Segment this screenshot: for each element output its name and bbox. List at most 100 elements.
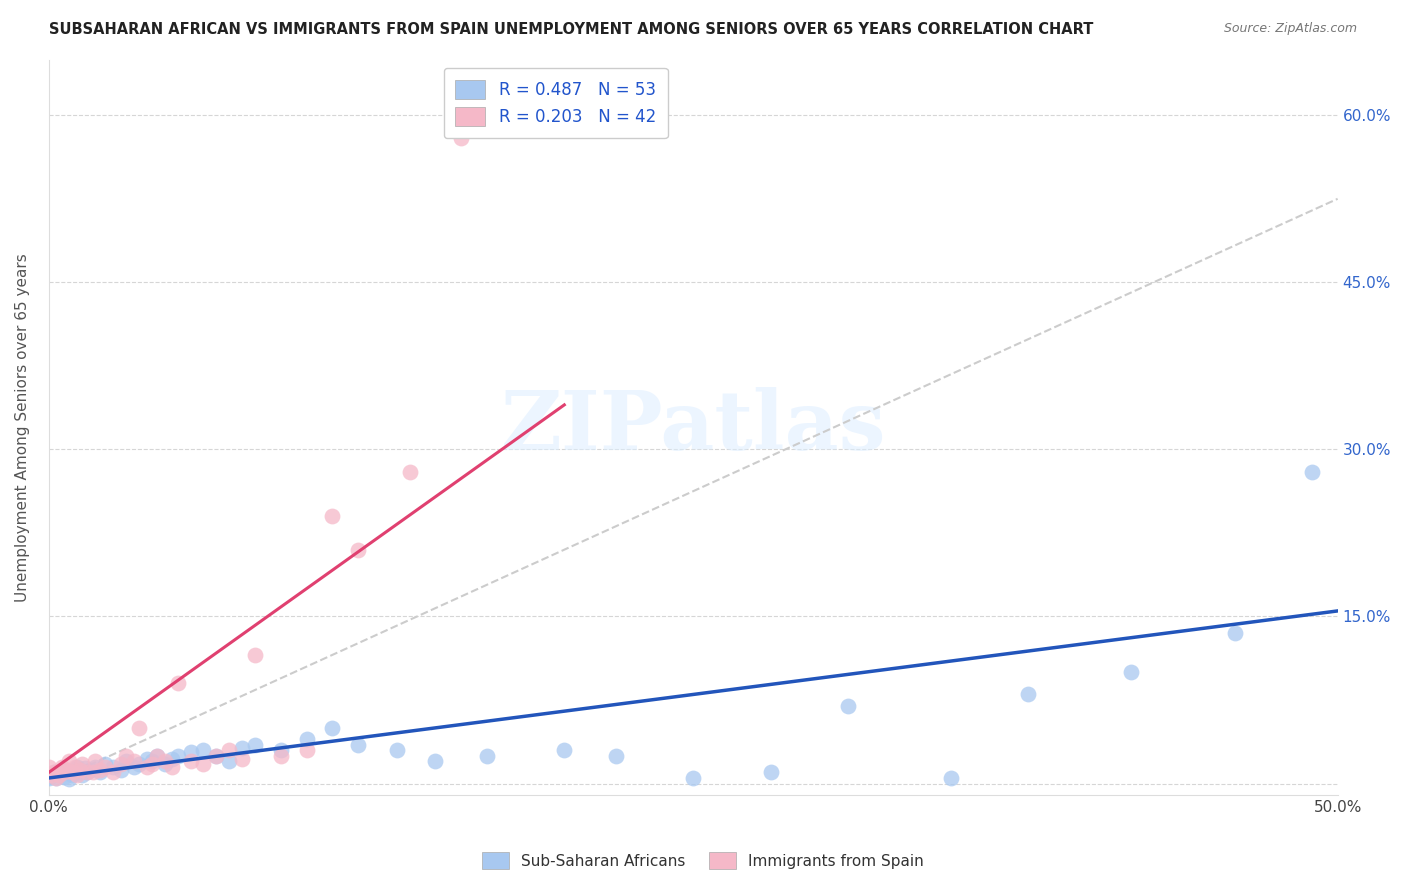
Point	[94, 756, 117, 771]
Point	[89, 765, 111, 780]
Point	[58, 772, 80, 786]
Point	[63, 763, 86, 777]
Point	[162, 760, 184, 774]
Point	[135, 760, 157, 774]
Point	[321, 509, 343, 524]
Point	[153, 754, 176, 768]
Point	[63, 760, 86, 774]
Point	[218, 754, 240, 768]
Point	[166, 748, 188, 763]
Point	[425, 754, 447, 768]
Point	[38, 760, 60, 774]
Point	[231, 752, 253, 766]
Point	[94, 760, 117, 774]
Point	[243, 738, 266, 752]
Point	[66, 760, 89, 774]
Point	[193, 756, 215, 771]
Point	[243, 648, 266, 663]
Point	[60, 767, 83, 781]
Point	[103, 765, 125, 780]
Point	[51, 760, 73, 774]
Point	[553, 743, 575, 757]
Legend: R = 0.487   N = 53, R = 0.203   N = 42: R = 0.487 N = 53, R = 0.203 N = 42	[444, 68, 668, 138]
Point	[837, 698, 859, 713]
Point	[56, 763, 79, 777]
Point	[1301, 465, 1323, 479]
Point	[60, 765, 83, 780]
Point	[79, 763, 101, 777]
Point	[45, 771, 67, 785]
Point	[110, 763, 132, 777]
Point	[146, 748, 169, 763]
Text: Source: ZipAtlas.com: Source: ZipAtlas.com	[1223, 22, 1357, 36]
Point	[45, 771, 67, 785]
Point	[53, 770, 76, 784]
Point	[73, 761, 96, 775]
Point	[76, 765, 98, 780]
Point	[58, 754, 80, 768]
Point	[1017, 688, 1039, 702]
Point	[1223, 626, 1246, 640]
Point	[270, 748, 292, 763]
Point	[605, 748, 627, 763]
Point	[53, 765, 76, 780]
Point	[398, 465, 420, 479]
Point	[270, 743, 292, 757]
Point	[122, 754, 145, 768]
Point	[162, 752, 184, 766]
Point	[347, 542, 370, 557]
Point	[180, 754, 202, 768]
Point	[128, 756, 150, 771]
Point	[48, 767, 70, 781]
Point	[115, 754, 138, 768]
Point	[89, 763, 111, 777]
Point	[72, 756, 94, 771]
Point	[122, 760, 145, 774]
Point	[84, 760, 107, 774]
Point	[128, 721, 150, 735]
Point	[38, 771, 60, 785]
Point	[205, 748, 228, 763]
Point	[84, 754, 107, 768]
Point	[231, 740, 253, 755]
Point	[135, 752, 157, 766]
Point	[153, 756, 176, 771]
Legend: Sub-Saharan Africans, Immigrants from Spain: Sub-Saharan Africans, Immigrants from Sp…	[475, 846, 931, 875]
Point	[76, 765, 98, 780]
Point	[141, 756, 163, 771]
Point	[51, 763, 73, 777]
Point	[69, 763, 91, 777]
Point	[1121, 665, 1143, 680]
Point	[42, 765, 65, 780]
Point	[103, 760, 125, 774]
Point	[110, 756, 132, 771]
Point	[475, 748, 498, 763]
Text: SUBSAHARAN AFRICAN VS IMMIGRANTS FROM SPAIN UNEMPLOYMENT AMONG SENIORS OVER 65 Y: SUBSAHARAN AFRICAN VS IMMIGRANTS FROM SP…	[49, 22, 1094, 37]
Point	[66, 767, 89, 781]
Text: ZIPatlas: ZIPatlas	[501, 387, 886, 467]
Point	[295, 743, 318, 757]
Point	[321, 721, 343, 735]
Point	[218, 743, 240, 757]
Point	[48, 767, 70, 781]
Point	[115, 748, 138, 763]
Point	[180, 745, 202, 759]
Point	[146, 748, 169, 763]
Point	[56, 765, 79, 780]
Point	[193, 743, 215, 757]
Point	[385, 743, 408, 757]
Point	[759, 765, 782, 780]
Point	[295, 731, 318, 746]
Point	[205, 748, 228, 763]
Point	[82, 765, 104, 780]
Point	[450, 130, 472, 145]
Point	[939, 771, 962, 785]
Point	[42, 765, 65, 780]
Point	[347, 738, 370, 752]
Y-axis label: Unemployment Among Seniors over 65 years: Unemployment Among Seniors over 65 years	[15, 252, 30, 601]
Point	[166, 676, 188, 690]
Point	[72, 767, 94, 781]
Point	[69, 765, 91, 780]
Point	[41, 767, 63, 781]
Point	[682, 771, 704, 785]
